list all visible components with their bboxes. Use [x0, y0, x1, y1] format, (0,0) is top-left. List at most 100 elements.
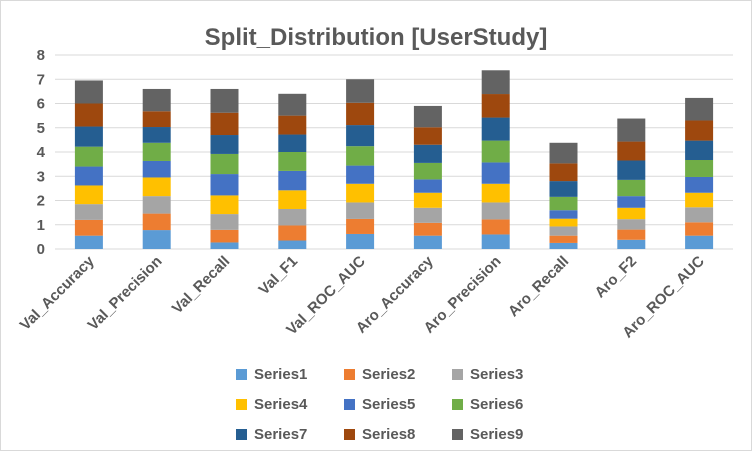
x-category-label: Val_F1 [255, 253, 301, 299]
bar-segment-series9-8 [617, 118, 646, 142]
bar-segment-series7-2 [210, 135, 239, 154]
legend-label: Series9 [470, 425, 524, 443]
bar-segment-series7-4 [346, 125, 375, 147]
bar-segment-series7-9 [685, 140, 714, 161]
bar-segment-series9-9 [685, 97, 714, 121]
legend-item-series4: Series4 [236, 394, 344, 414]
legend-swatch [452, 428, 463, 440]
bar-segment-series4-6 [481, 183, 510, 203]
bar-segment-series1-6 [481, 234, 510, 249]
bar-segment-series5-7 [549, 210, 578, 219]
legend-swatch [344, 428, 355, 440]
bar-segment-series9-6 [481, 70, 510, 95]
bar-segment-series4-1 [142, 177, 171, 197]
bar-segment-series6-5 [413, 162, 442, 180]
legend-item-series1: Series1 [236, 364, 344, 384]
legend-swatch [236, 398, 247, 410]
bar-segment-series9-4 [346, 79, 375, 103]
bar-segment-series8-5 [413, 127, 442, 145]
x-category-label: Val_Recall [169, 253, 234, 318]
bar-segment-series5-9 [685, 176, 714, 193]
legend-swatch [344, 398, 355, 410]
bar-segment-series7-3 [278, 134, 307, 152]
bar-segment-series3-8 [617, 219, 646, 230]
legend-item-series8: Series8 [344, 424, 452, 444]
bar-segment-series4-7 [549, 218, 578, 227]
y-tick-label: 7 [37, 71, 45, 88]
bar-segment-series6-3 [278, 152, 307, 171]
bar-segment-series1-0 [74, 235, 103, 249]
y-tick-label: 3 [37, 168, 45, 185]
bar-segment-series5-0 [74, 166, 103, 186]
legend: Series1 Series2 Series3 Series4 Series5 Serie… [236, 364, 576, 444]
bar-segment-series5-2 [210, 174, 239, 196]
bar-segment-series4-8 [617, 207, 646, 220]
bar-segment-series9-1 [142, 88, 171, 112]
legend-swatch [452, 398, 463, 410]
bar-segment-series8-0 [74, 103, 103, 127]
legend-label: Series2 [362, 365, 416, 383]
legend-item-series9: Series9 [452, 424, 560, 444]
bar-segment-series1-9 [685, 235, 714, 249]
bar-segment-series5-4 [346, 165, 375, 184]
bar-segment-series8-8 [617, 141, 646, 161]
bar-segment-series5-8 [617, 196, 646, 208]
y-axis-ticks: 0 1 2 3 4 5 6 7 8 [37, 47, 46, 258]
bar-segment-series2-2 [210, 229, 239, 243]
bar-segment-series8-2 [210, 112, 239, 136]
bar-segment-series3-5 [413, 207, 442, 223]
bar-segment-series4-9 [685, 192, 714, 208]
bar-segment-series8-6 [481, 94, 510, 118]
bar-segment-series4-0 [74, 185, 103, 205]
bar-segment-series4-3 [278, 190, 307, 209]
x-category-label: Aro_Recall [505, 253, 572, 320]
bar-segment-series3-3 [278, 208, 307, 226]
bar-segment-series8-3 [278, 115, 307, 135]
y-tick-label: 2 [37, 193, 45, 210]
bar-segment-series2-7 [549, 235, 578, 243]
y-tick-label: 1 [37, 217, 45, 234]
legend-label: Series6 [470, 395, 524, 413]
bar-segment-series1-5 [413, 235, 442, 249]
bar-segment-series9-3 [278, 93, 307, 116]
legend-item-series6: Series6 [452, 394, 560, 414]
legend-swatch [452, 368, 463, 380]
legend-item-series2: Series2 [344, 364, 452, 384]
bar-segment-series6-2 [210, 153, 239, 175]
y-tick-label: 5 [37, 120, 45, 137]
legend-item-series5: Series5 [344, 394, 452, 414]
bar-segment-series8-4 [346, 102, 375, 126]
bar-segment-series7-6 [481, 117, 510, 141]
bar-segment-series2-5 [413, 222, 442, 236]
bar-segment-series7-7 [549, 181, 578, 197]
bar-segment-series6-1 [142, 142, 171, 161]
bar-segment-series8-7 [549, 163, 578, 182]
bar-segment-series3-6 [481, 202, 510, 220]
bar-segment-series4-2 [210, 195, 239, 215]
bar-segment-series4-5 [413, 192, 442, 208]
bar-segment-series9-2 [210, 88, 239, 113]
bar-segment-series6-9 [685, 160, 714, 177]
bar-segment-series1-3 [278, 240, 307, 249]
legend-swatch [344, 368, 355, 380]
chart-title: Split_Distribution [UserStudy] [205, 24, 548, 51]
legend-item-series7: Series7 [236, 424, 344, 444]
bars [74, 70, 714, 249]
bar-segment-series6-0 [74, 146, 103, 167]
y-tick-label: 0 [37, 241, 45, 258]
bar-segment-series2-3 [278, 225, 307, 241]
legend-label: Series8 [362, 425, 416, 443]
bar-segment-series8-1 [142, 111, 171, 128]
bar-segment-series6-4 [346, 146, 375, 166]
bar-segment-series1-2 [210, 242, 239, 249]
y-tick-label: 8 [37, 47, 45, 64]
y-tick-label: 6 [37, 96, 45, 113]
bar-segment-series4-4 [346, 183, 375, 203]
y-tick-label: 4 [37, 144, 46, 161]
bar-segment-series5-5 [413, 179, 442, 193]
legend-item-series3: Series3 [452, 364, 560, 384]
bar-segment-series2-1 [142, 213, 171, 231]
bar-segment-series5-1 [142, 160, 171, 178]
bar-segment-series9-7 [549, 142, 578, 164]
